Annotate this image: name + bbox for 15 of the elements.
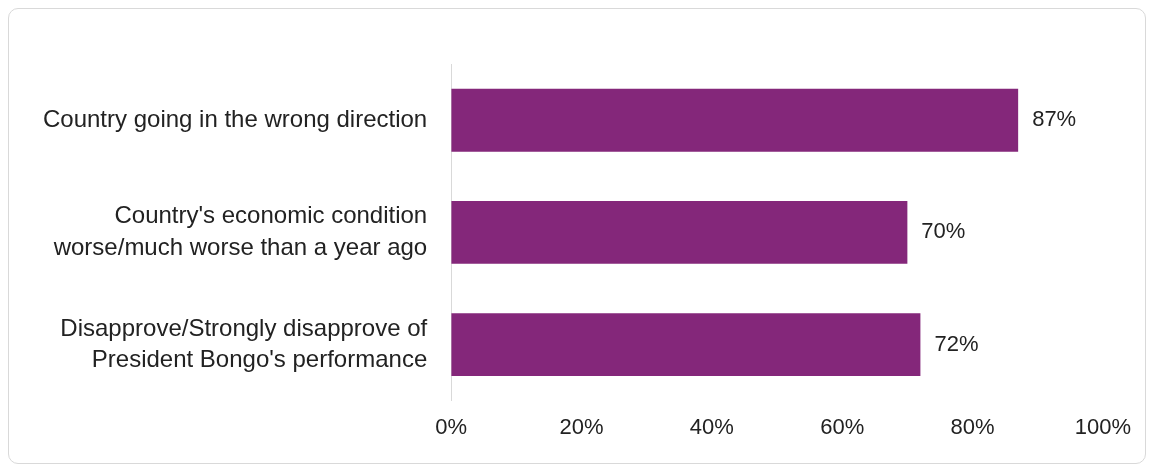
data-label: 72% [934,330,979,356]
y-tick-label: Country's economic condition worse/much worse than a year ago [52,201,428,260]
bar [451,313,921,376]
data-label: 70% [921,218,966,244]
x-tick-label: 20% [559,413,604,439]
x-tick-label: 80% [950,413,995,439]
x-tick-label: 60% [820,413,865,439]
x-tick-label: 0% [435,413,468,439]
x-tick-label: 40% [689,413,734,439]
y-tick-label: Disapprove/Strongly disapprove of President Bongo's performance [60,313,428,372]
x-tick-label: 100% [1074,413,1132,439]
bar [451,88,1019,152]
bar [451,201,908,264]
data-label: 87% [1032,106,1077,132]
y-tick-label: Country going in the wrong direction [42,104,428,132]
